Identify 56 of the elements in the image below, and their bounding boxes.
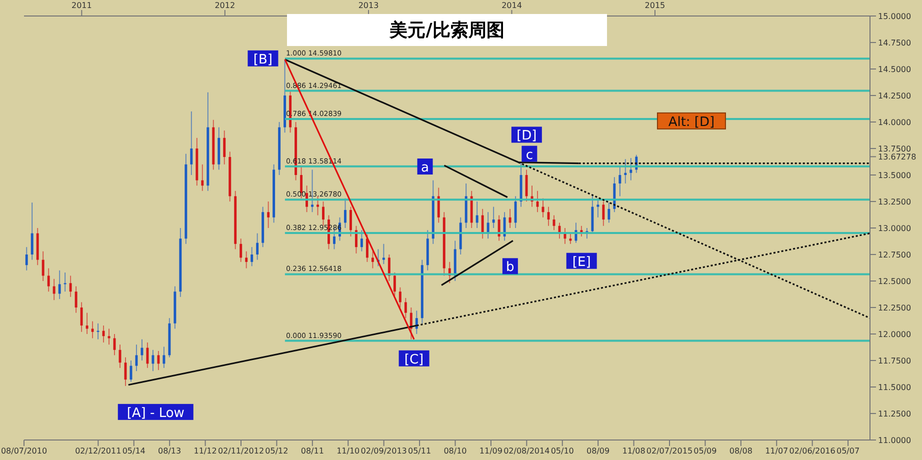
y-tick-label: 13.5000 (878, 170, 912, 180)
y-tick-label: 12.0000 (878, 330, 912, 339)
x2-tick-label: 2012 (214, 1, 236, 10)
y-tick-label: 14.5000 (878, 64, 912, 74)
y-tick-label: 11.5000 (878, 382, 912, 392)
x-tick-label: 05/09 (694, 446, 717, 456)
y-tick-label: 12.2500 (878, 303, 912, 312)
y-tick-label: 14.0000 (878, 118, 912, 127)
annotation: [B] (253, 52, 272, 68)
x-tick-label: 05/07 (836, 446, 860, 456)
x-tick-label: 08/13 (158, 446, 182, 456)
x-tick-label: 05/10 (550, 446, 574, 456)
annotation: [E] (572, 254, 591, 270)
annotation: b (506, 260, 514, 276)
y-tick-label: 11.2500 (878, 409, 912, 418)
x-tick-label: 11/09 (479, 446, 502, 456)
x-tick-label: 08/09 (586, 446, 610, 456)
annotation: Alt: [D] (668, 114, 715, 130)
y-tick-label: 11.7500 (878, 356, 912, 366)
x-tick-label: 02/12/2011 (75, 446, 122, 456)
x-tick-label: 08/07/2010 (0, 446, 48, 456)
y-tick-label: 13.0000 (878, 224, 912, 233)
title-panel: 美元/比索周图 (287, 14, 607, 46)
y-tick-label: 13.67278 (878, 152, 916, 162)
x-tick-label: 02/08/2014 (504, 446, 550, 456)
annotation: c (526, 148, 533, 163)
y-tick-label: 15.0000 (878, 12, 912, 21)
x-tick-label: 08/10 (444, 446, 467, 456)
x2-tick-label: 2014 (502, 1, 522, 10)
y-tick-label: 12.5000 (878, 276, 912, 286)
annotation: [A] - Low (126, 406, 185, 421)
x-tick-label: 05/11 (408, 446, 432, 456)
annotation: a (421, 160, 430, 176)
x-tick-label: 02/06/2016 (789, 446, 836, 456)
x-tick-label: 02/09/2013 (360, 446, 407, 456)
x-tick-label: 11/08 (622, 446, 646, 456)
x-tick-label: 08/11 (300, 446, 324, 456)
x-tick-label: 11/12 (194, 446, 217, 456)
x-tick-label: 02/11/2012 (218, 446, 264, 456)
x-tick-label: 05/14 (122, 446, 146, 456)
y-tick-label: 14.7500 (878, 38, 912, 48)
y-tick-label: 12.7500 (878, 250, 912, 260)
x2-tick-label: 2013 (358, 1, 379, 10)
x2-tick-label: 2015 (644, 1, 666, 10)
annotation: [C] (404, 352, 424, 368)
x-tick-label: 11/10 (336, 446, 360, 456)
x2-tick-label: 2011 (72, 1, 92, 10)
y-tick-label: 13.7500 (878, 144, 912, 154)
x-tick-label: 05/12 (265, 446, 288, 456)
y-tick-label: 11.0000 (878, 436, 912, 445)
annotation: [D] (516, 128, 537, 144)
x-tick-label: 08/08 (729, 446, 752, 456)
y-tick-label: 13.2500 (878, 197, 912, 206)
x-tick-label: 02/07/2015 (646, 446, 693, 456)
y-tick-label: 14.2500 (878, 91, 912, 100)
x-tick-label: 11/07 (765, 446, 788, 456)
